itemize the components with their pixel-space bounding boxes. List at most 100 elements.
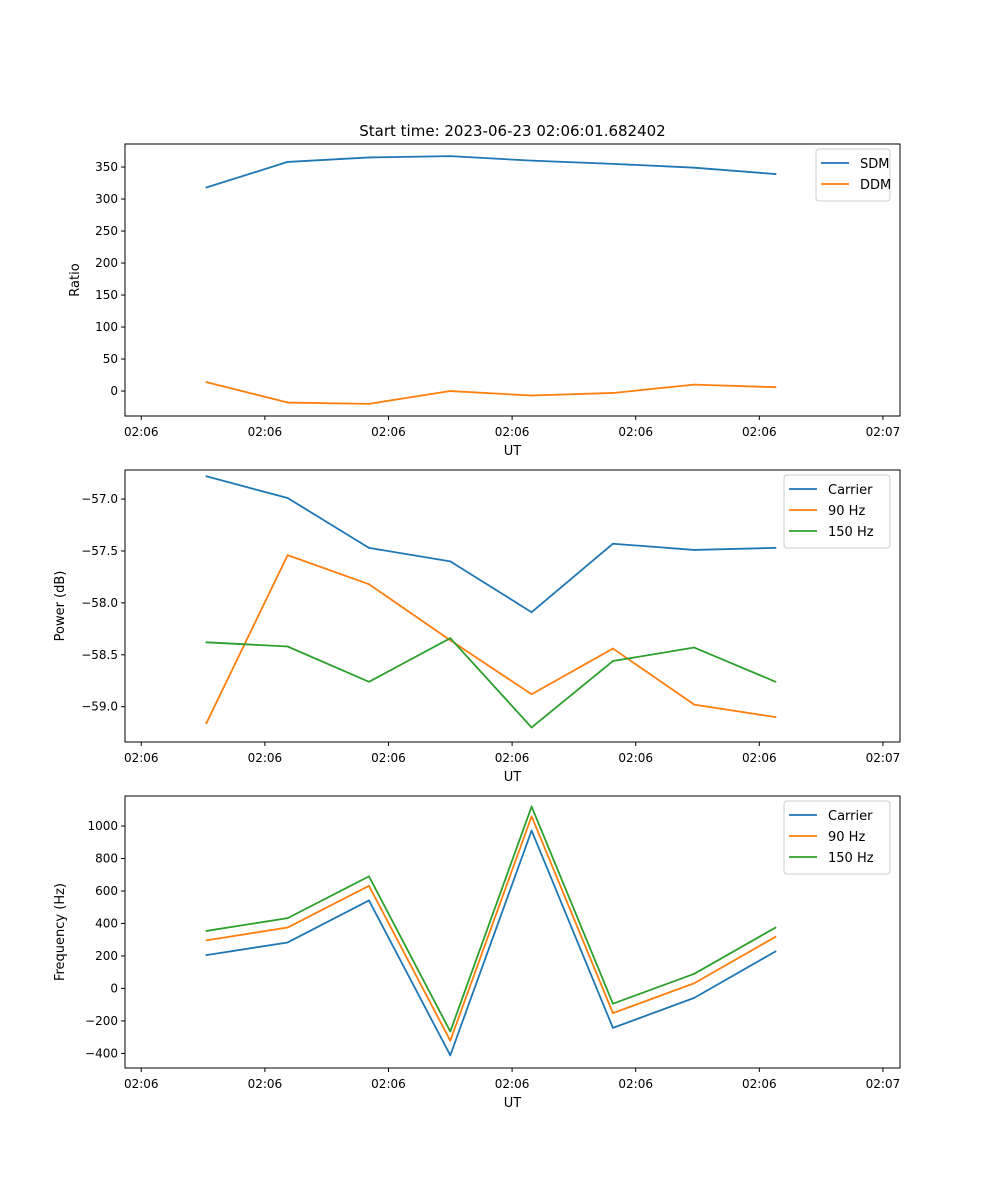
ratio-legend-label: SDM: [860, 157, 889, 172]
power-y-tick-label: −57.0: [81, 492, 118, 506]
power-data-point: [449, 560, 452, 563]
power-legend-label: 90 Hz: [828, 504, 865, 519]
power-legend-label: Carrier: [828, 483, 873, 498]
ratio-legend-label: DDM: [860, 178, 891, 193]
frequency-y-tick-label: −200: [85, 1014, 118, 1028]
frequency-data-point: [205, 954, 208, 957]
power-x-tick-label: 02:06: [618, 751, 653, 765]
power-x-tick-label: 02:06: [371, 751, 406, 765]
power-data-point: [286, 645, 289, 648]
ratio-data-point: [693, 166, 696, 169]
frequency-series-line-150-hz: [206, 805, 777, 1033]
power-data-point: [774, 546, 777, 549]
frequency-data-point: [449, 1039, 452, 1042]
frequency-y-tick-label: 1000: [87, 819, 118, 833]
ratio-legend: [815, 148, 891, 202]
ratio-data-point: [449, 155, 452, 158]
frequency-series-line-carrier: [206, 829, 777, 1057]
frequency-series-line-90-hz: [206, 815, 777, 1042]
ratio-x-tick-label: 02:06: [495, 425, 530, 439]
power-legend: [783, 474, 891, 549]
power-data-point: [612, 660, 614, 662]
ratio-data-point: [530, 394, 533, 397]
power-data-point: [205, 641, 208, 644]
ratio-panel: 02:06 02:06 02:06 02:06 02:06 02:06 02:07 0 50 10…: [68, 143, 901, 459]
frequency-y-tick-label: 0: [110, 981, 118, 995]
power-data-point: [612, 647, 614, 650]
ratio-data-point: [205, 381, 208, 383]
power-data-point: [774, 716, 777, 718]
frequency-data-point: [612, 1026, 614, 1029]
ratio-y-axis-label: Ratio: [68, 263, 83, 296]
ratio-y-tick-label: 150: [95, 288, 118, 302]
power-panel: 02:06 02:06 02:06 02:06 02:06 02:06 02:07 −59.0…: [53, 469, 901, 785]
power-series-line-carrier: [206, 475, 776, 614]
frequency-data-point: [286, 926, 289, 929]
power-y-tick-label: −58.5: [81, 648, 118, 662]
frequency-data-point: [612, 1012, 614, 1015]
frequency-data-point: [368, 899, 370, 902]
ratio-y-tick-label: 0: [110, 384, 118, 398]
frequency-x-tick-label: 02:07: [866, 1077, 901, 1091]
frequency-legend-label: 90 Hz: [828, 830, 865, 845]
frequency-x-tick-label: 02:06: [495, 1077, 530, 1091]
ratio-data-point: [612, 162, 614, 165]
ratio-data-point: [530, 159, 533, 162]
frequency-y-tick-label: 600: [95, 884, 118, 898]
frequency-legend: [783, 800, 891, 875]
ratio-data-point: [693, 383, 696, 386]
power-data-point: [612, 542, 614, 545]
ratio-y-tick-label: 350: [95, 160, 118, 174]
power-x-tick-label: 02:06: [495, 751, 530, 765]
power-data-point: [368, 680, 370, 683]
power-y-tick-label: −57.5: [81, 544, 118, 558]
power-data-point: [530, 693, 533, 696]
power-y-axis-label: Power (dB): [53, 571, 68, 642]
frequency-y-tick-label: −400: [85, 1046, 118, 1060]
frequency-data-point: [530, 805, 533, 808]
ratio-data-point: [774, 173, 777, 175]
power-data-point: [368, 583, 370, 586]
ratio-data-point: [286, 161, 289, 163]
ratio-data-point: [774, 386, 777, 389]
frequency-data-point: [368, 884, 370, 887]
frequency-y-tick-label: 200: [95, 949, 118, 963]
power-data-point: [205, 722, 208, 725]
ratio-x-tick-label: 02:06: [124, 425, 159, 439]
ratio-series-line-sdm: [206, 155, 776, 189]
frequency-data-point: [693, 972, 696, 975]
power-x-axis-label: UT: [504, 770, 522, 785]
ratio-x-tick-label: 02:06: [618, 425, 653, 439]
frequency-y-axis-label: Frequency (Hz): [53, 883, 68, 981]
frequency-data-point: [530, 815, 533, 818]
power-data-point: [530, 611, 533, 614]
power-data-point: [205, 475, 208, 478]
frequency-legend-label: Carrier: [828, 809, 873, 824]
power-data-point: [693, 703, 696, 706]
power-y-tick-label: −59.0: [81, 700, 118, 714]
frequency-data-point: [205, 930, 208, 932]
frequency-data-point: [774, 935, 777, 938]
ratio-y-tick-label: 200: [95, 256, 118, 270]
ratio-y-tick-label: 100: [95, 320, 118, 334]
frequency-x-axis-label: UT: [504, 1096, 522, 1111]
power-data-point: [530, 726, 533, 729]
frequency-data-point: [449, 1054, 452, 1057]
power-data-point: [449, 637, 452, 640]
ratio-x-tick-label: 02:06: [248, 425, 283, 439]
ratio-x-tick-label: 02:06: [742, 425, 777, 439]
power-data-point: [774, 680, 777, 683]
power-series-line-90-hz: [205, 554, 776, 724]
frequency-data-point: [612, 1002, 614, 1005]
ratio-y-tick-label: 250: [95, 224, 118, 238]
frequency-data-point: [205, 939, 208, 942]
frequency-data-point: [286, 917, 289, 920]
power-y-tick-label: −58.0: [81, 596, 118, 610]
frequency-panel: 02:06 02:06 02:06 02:06 02:06 02:06 02:07 −400 −…: [53, 795, 901, 1111]
ratio-data-point: [368, 156, 370, 159]
power-legend-label: 150 Hz: [828, 525, 874, 540]
ratio-y-tick-label: 300: [95, 192, 118, 206]
frequency-legend-label: 150 Hz: [828, 851, 874, 866]
frequency-data-point: [774, 950, 777, 953]
